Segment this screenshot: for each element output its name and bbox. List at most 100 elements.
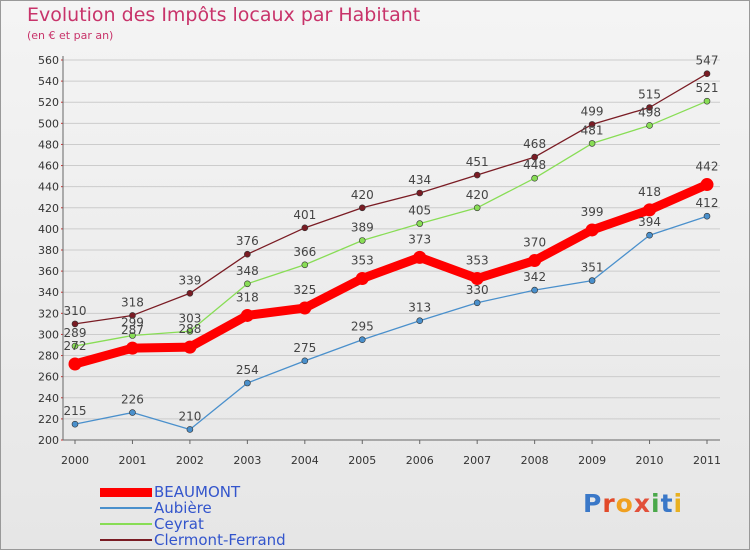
data-point: [588, 121, 596, 128]
data-label: 399: [581, 205, 604, 219]
legend-label: Aubière: [154, 499, 212, 517]
logo-letter: t: [660, 489, 674, 518]
data-point: [528, 254, 542, 268]
data-label: 318: [121, 295, 144, 309]
grid: [63, 59, 720, 441]
data-point: [244, 280, 251, 288]
data-label: 289: [64, 326, 87, 340]
data-point: [244, 379, 251, 387]
data-label: 353: [466, 254, 489, 268]
data-point: [646, 231, 653, 239]
legend-label: Clermont-Ferrand: [154, 531, 286, 549]
legend-swatch: [100, 487, 152, 497]
y-tick-label: 500: [38, 117, 59, 130]
y-tick-label: 460: [38, 160, 59, 173]
data-label: 348: [236, 264, 259, 278]
x-tick-label: 2008: [521, 454, 549, 467]
y-tick-label: 440: [38, 181, 59, 194]
data-label: 434: [408, 173, 431, 187]
x-tick-label: 2007: [463, 454, 491, 467]
data-point: [646, 122, 653, 129]
data-point: [71, 342, 79, 350]
data-point: [240, 308, 254, 322]
series-layer: [68, 70, 714, 433]
data-label: 287: [121, 323, 144, 337]
data-label: 498: [638, 105, 661, 119]
data-point: [643, 203, 657, 217]
data-label: 288: [178, 322, 201, 336]
data-label: 325: [293, 283, 316, 297]
data-point: [588, 277, 596, 284]
data-point: [416, 317, 424, 325]
y-tick-label: 400: [38, 223, 59, 236]
data-label: 376: [236, 234, 259, 248]
x-tick-label: 2003: [233, 454, 261, 467]
legend-swatch: [100, 539, 152, 541]
x-tick-label: 2002: [176, 454, 204, 467]
data-label: 339: [178, 273, 201, 287]
x-tick-label: 2005: [348, 454, 376, 467]
data-label: 420: [351, 188, 374, 202]
data-point: [301, 357, 309, 365]
data-label: 401: [293, 208, 316, 222]
data-point: [129, 409, 136, 416]
y-tick-label: 360: [38, 265, 59, 278]
y-tick-label: 560: [38, 54, 59, 67]
legend-label: BEAUMONT: [154, 483, 241, 501]
data-label: 330: [466, 283, 489, 297]
logo-letter: P: [583, 489, 603, 518]
data-label: 310: [64, 304, 87, 318]
logo-letter: r: [602, 489, 616, 518]
data-point: [470, 272, 484, 285]
series-line-beaumont: [70, 180, 712, 369]
y-tick-label: 200: [38, 434, 59, 447]
series-line-aubi-re: [74, 215, 708, 431]
data-label: 272: [64, 339, 87, 353]
y-tick-label: 300: [38, 328, 59, 341]
x-axis-ticks: 2000 2001 2002 2003 2004 2005 2006 2007 2008 2009…: [61, 454, 721, 467]
data-point: [413, 250, 427, 264]
data-point: [186, 426, 194, 433]
logo-letter: i: [651, 489, 661, 518]
data-point: [703, 70, 711, 78]
data-point: [531, 153, 538, 161]
legend-label: Ceyrat: [154, 515, 204, 533]
data-point: [531, 174, 538, 182]
data-point: [646, 104, 653, 111]
data-label: 254: [236, 363, 259, 377]
data-label: 481: [581, 123, 604, 137]
data-point: [244, 250, 251, 258]
data-label: 394: [638, 215, 661, 229]
y-tick-label: 320: [38, 307, 59, 320]
y-tick-label: 220: [38, 413, 59, 426]
chart-title: Evolution des Impôts locaux par Habitant: [27, 4, 421, 26]
data-point: [183, 340, 197, 354]
x-tick-label: 2001: [118, 454, 146, 467]
data-label: 468: [523, 137, 546, 151]
data-label: 412: [696, 196, 719, 210]
data-label: 215: [64, 404, 87, 418]
data-point: [71, 420, 79, 428]
data-label: 448: [523, 158, 546, 172]
data-point: [703, 97, 711, 105]
x-tick-label: 2011: [693, 454, 721, 467]
data-label: 451: [466, 155, 489, 169]
data-label: 342: [523, 270, 546, 284]
data-label: 210: [178, 409, 201, 423]
data-point: [186, 289, 194, 297]
data-point: [129, 332, 136, 339]
data-point: [125, 341, 139, 355]
data-point: [129, 312, 136, 319]
logo-letter: o: [615, 489, 634, 518]
y-tick-label: 420: [38, 202, 59, 215]
data-point: [355, 272, 369, 285]
legend-swatch: [100, 507, 152, 509]
data-point: [186, 327, 194, 335]
line-chart: 200 220 240 260 280 300 320 340 360 380 400 420 440 4…: [38, 54, 721, 467]
x-tick-label: 2010: [636, 454, 664, 467]
data-point: [473, 299, 481, 307]
data-label: 373: [408, 232, 431, 246]
data-label: 275: [293, 341, 316, 355]
data-point: [301, 224, 309, 232]
data-label: 295: [351, 320, 374, 334]
